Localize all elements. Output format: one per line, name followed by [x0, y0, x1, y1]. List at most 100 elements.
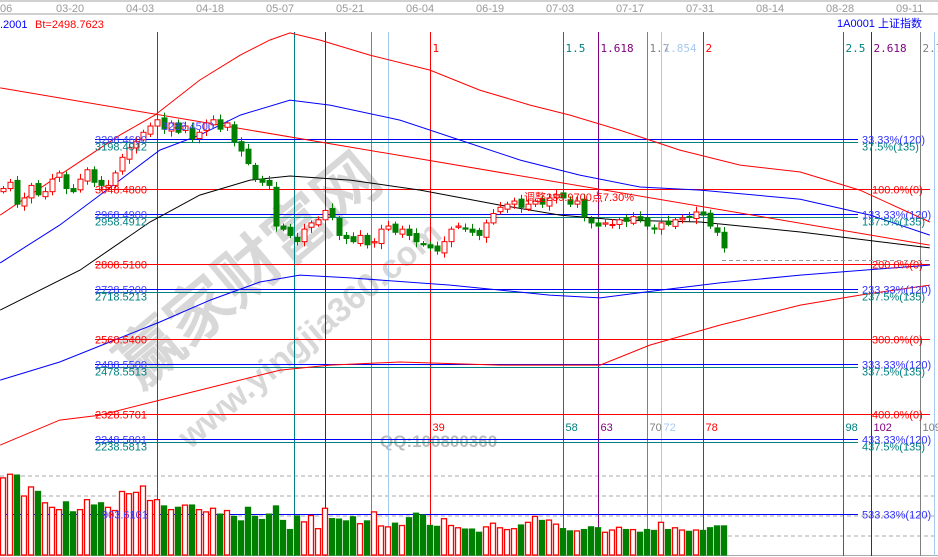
candle-body	[560, 192, 567, 199]
candle-body	[105, 184, 112, 188]
indicator-line-3	[0, 264, 930, 381]
candle-body	[287, 226, 294, 236]
date-tick-label: 09-11	[896, 3, 923, 15]
volume-bar	[160, 505, 168, 556]
volume-bar	[76, 508, 84, 556]
candle-body	[406, 228, 413, 236]
indicator-line-2	[0, 175, 930, 311]
volume-bar	[125, 493, 133, 556]
candle-body	[665, 220, 672, 225]
volume-bar	[223, 509, 231, 556]
volume-bar	[153, 498, 161, 556]
candle-body	[672, 219, 679, 227]
volume-bar	[370, 511, 378, 556]
candle-body	[189, 127, 196, 140]
candle-body	[616, 219, 623, 225]
volume-bar	[608, 529, 616, 556]
candle-body	[343, 234, 350, 240]
volume-bar	[615, 526, 623, 556]
candle-body	[434, 245, 441, 252]
candle-body	[483, 222, 490, 238]
volume-bar	[720, 525, 728, 556]
candle-body	[161, 117, 168, 130]
fib-ratio-label: 2.7	[923, 42, 938, 55]
candle-body	[217, 119, 224, 130]
price-level-label: 2238.5813	[95, 442, 147, 454]
volume-bar	[496, 527, 504, 556]
volume-bar	[398, 524, 406, 556]
candle-body	[469, 228, 476, 233]
volume-bar	[216, 513, 224, 556]
indicator-line-5	[0, 87, 930, 246]
volume-bar	[202, 511, 210, 556]
percent-level-label: 37.5%(135)	[862, 142, 919, 154]
candle-body	[49, 178, 56, 193]
date-tick-label: 07-17	[616, 3, 644, 15]
candle-body	[98, 179, 105, 186]
volume-bar	[713, 525, 721, 556]
candle-body	[259, 178, 266, 183]
candle-body	[399, 228, 406, 235]
candle-body	[266, 179, 273, 186]
volume-bar	[545, 519, 553, 556]
volume-bar	[510, 528, 518, 556]
volume-bar	[601, 531, 609, 556]
candle-body	[245, 148, 252, 165]
volume-bar	[132, 491, 140, 556]
candle-body	[210, 119, 217, 126]
candle-body	[651, 227, 658, 230]
volume-bar	[433, 525, 441, 556]
date-tick-label: 07-03	[546, 3, 574, 15]
candle-body	[280, 225, 287, 230]
volume-bar	[349, 516, 357, 556]
volume-bar	[258, 518, 266, 556]
candle-body	[364, 234, 371, 246]
candle-body	[679, 217, 686, 221]
volume-bar	[538, 519, 546, 556]
volume-bar	[62, 501, 70, 556]
candle-body	[567, 199, 574, 205]
percent-level-label: 137.5%(135)	[862, 217, 925, 229]
percent-level-label: 300.0%(0)	[872, 335, 923, 347]
volume-bar	[20, 495, 28, 556]
volume-bar	[671, 527, 679, 556]
volume-bar	[139, 485, 147, 556]
fib-ratio-label: 2.618	[874, 42, 907, 55]
volume-bar	[342, 520, 350, 556]
candle-body	[7, 181, 14, 190]
volume-bar	[293, 515, 301, 556]
candle-body	[84, 169, 91, 182]
candle-body	[238, 141, 245, 152]
volume-bar	[209, 507, 217, 556]
indicator-line-0	[0, 32, 931, 223]
volume-bar	[643, 528, 651, 556]
volume-bar	[48, 506, 56, 556]
candle-body	[14, 179, 21, 205]
candle-body	[147, 125, 154, 135]
percent-level-label: 400.0%(0)	[872, 410, 923, 422]
candle-body	[504, 203, 511, 210]
candle-body	[224, 122, 231, 128]
date-tick-label: 06-19	[476, 3, 504, 15]
price-level-label: 3208.4600	[95, 135, 147, 147]
percent-level-label: 433.33%(120)	[862, 435, 931, 447]
symbol-title[interactable]: 1A0001 上证指数	[837, 16, 922, 30]
price-level-label: 2968.4900	[95, 210, 147, 222]
volume-bar	[83, 498, 91, 556]
fib-ratio-label: 1	[433, 42, 440, 55]
candle-body	[623, 217, 630, 222]
volume-bar	[587, 526, 595, 556]
volume-bar	[531, 515, 539, 556]
candle-body	[476, 229, 483, 236]
volume-bar	[321, 507, 329, 556]
candle-body	[0, 188, 7, 193]
candle-body	[273, 186, 280, 227]
indicator-line-4	[0, 284, 930, 446]
watermark-qq: QQ:100800360	[380, 432, 497, 451]
volume-bar	[34, 490, 42, 556]
volume-bar	[279, 519, 287, 556]
volume-bar	[90, 504, 98, 556]
volume-bar	[174, 506, 182, 556]
candle-body	[707, 212, 714, 227]
